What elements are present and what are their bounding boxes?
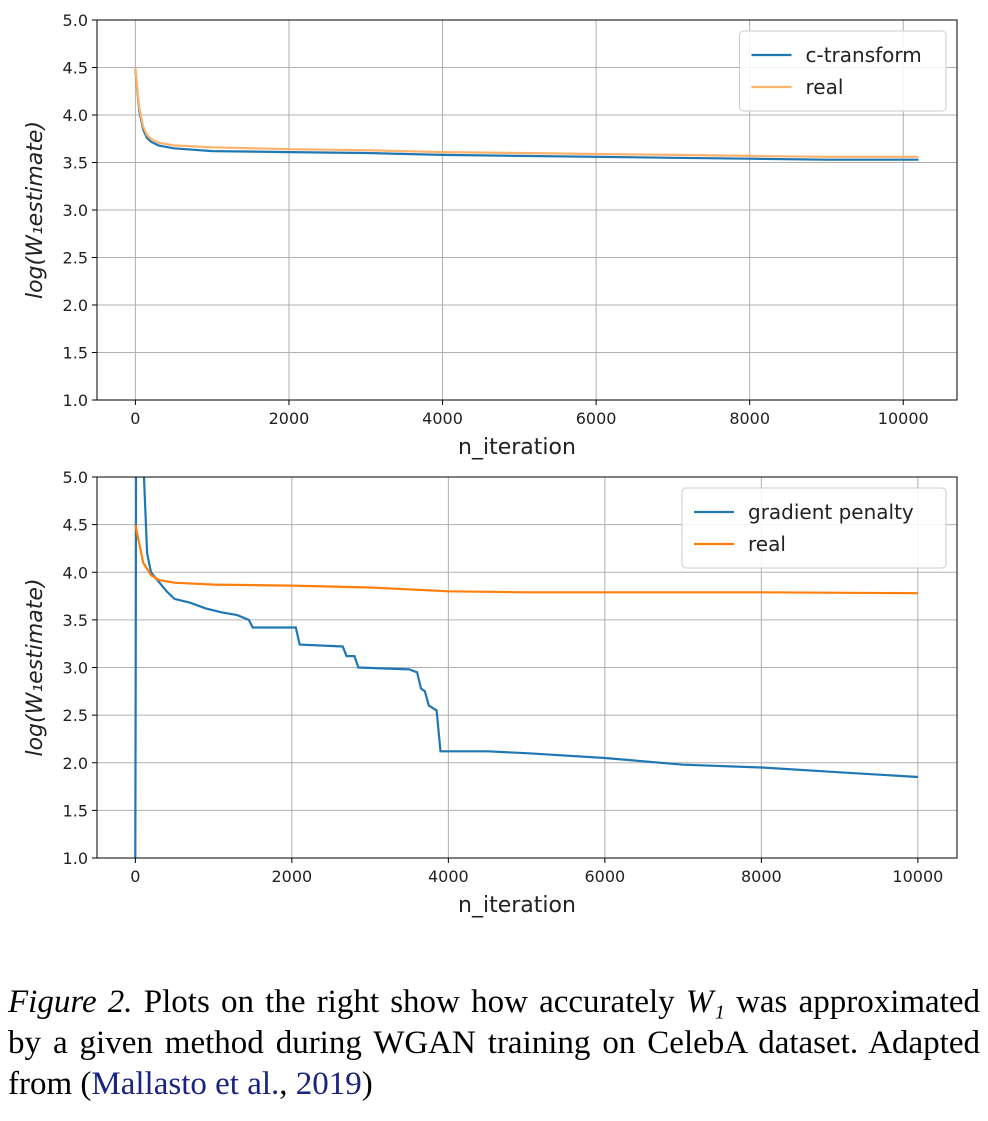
- x-tick-label: 10000: [892, 867, 943, 886]
- caption-text: ): [361, 1066, 373, 1102]
- legend-label: c-transform: [806, 43, 922, 67]
- x-tick-label: 0: [130, 867, 140, 886]
- y-tick-label: 4.5: [63, 516, 88, 535]
- legend-label: gradient penalty: [748, 500, 914, 524]
- y-tick-label: 5.0: [63, 11, 88, 30]
- plot-area: [134, 477, 918, 858]
- legend-label: real: [748, 532, 786, 556]
- axes-frame: [96, 19, 958, 401]
- caption-text: Plots on the right show how accurately: [143, 984, 675, 1020]
- caption-text: was approximated by a given method durin…: [8, 984, 981, 1102]
- y-tick-label: 3.0: [63, 659, 88, 678]
- y-axis-label: log(W₁estimate): [23, 121, 48, 299]
- legend-box: [739, 30, 947, 112]
- line-series: [134, 67, 919, 158]
- y-tick-label: 4.0: [63, 106, 88, 125]
- caption: Figure 2. Plots on the right show how ac…: [8, 982, 980, 1105]
- caption-text: ,: [279, 1066, 296, 1102]
- x-tick-label: 2000: [271, 867, 312, 886]
- x-tick-label: 6000: [585, 867, 626, 886]
- axes-frame: [96, 476, 958, 859]
- citation-year: 2019: [295, 1066, 362, 1102]
- plot-area: [134, 67, 919, 161]
- x-tick-label: 10000: [878, 409, 929, 428]
- y-axis-label: log(W₁estimate): [23, 578, 48, 756]
- caption-label: Figure 2.: [8, 984, 133, 1020]
- x-axis-label: n_iteration: [458, 893, 576, 918]
- x-tick-label: 4000: [422, 409, 463, 428]
- y-tick-label: 2.5: [63, 249, 88, 268]
- y-tick-label: 1.5: [63, 801, 88, 820]
- legend-label: real: [806, 75, 844, 99]
- x-tick-label: 2000: [269, 409, 310, 428]
- y-tick-label: 3.0: [63, 201, 88, 220]
- y-tick-label: 2.0: [63, 296, 88, 315]
- y-tick-label: 1.0: [63, 849, 88, 868]
- x-tick-label: 8000: [741, 867, 782, 886]
- y-tick-label: 4.5: [63, 59, 88, 78]
- y-tick-label: 3.5: [63, 611, 88, 630]
- y-tick-label: 1.0: [63, 391, 88, 410]
- y-tick-label: 3.5: [63, 154, 88, 173]
- x-tick-label: 6000: [576, 409, 617, 428]
- citation-author: Mallasto et al.: [91, 1066, 280, 1102]
- line-series: [134, 477, 918, 858]
- caption-math: W₁: [685, 984, 725, 1020]
- x-tick-label: 8000: [729, 409, 770, 428]
- y-tick-label: 1.5: [63, 344, 88, 363]
- y-tick-label: 4.0: [63, 563, 88, 582]
- y-tick-label: 2.0: [63, 754, 88, 773]
- x-axis-label: n_iteration: [458, 435, 576, 460]
- x-tick-label: 4000: [428, 867, 469, 886]
- x-tick-label: 0: [130, 409, 140, 428]
- figure: 0 2000 4000 6000 8000 10000 1.0 1.5 2.0 2.5 3.0 3.5…: [23, 11, 958, 918]
- line-series: [134, 524, 918, 595]
- legend-box: [681, 487, 947, 569]
- y-tick-label: 2.5: [63, 706, 88, 725]
- y-tick-label: 5.0: [63, 468, 88, 487]
